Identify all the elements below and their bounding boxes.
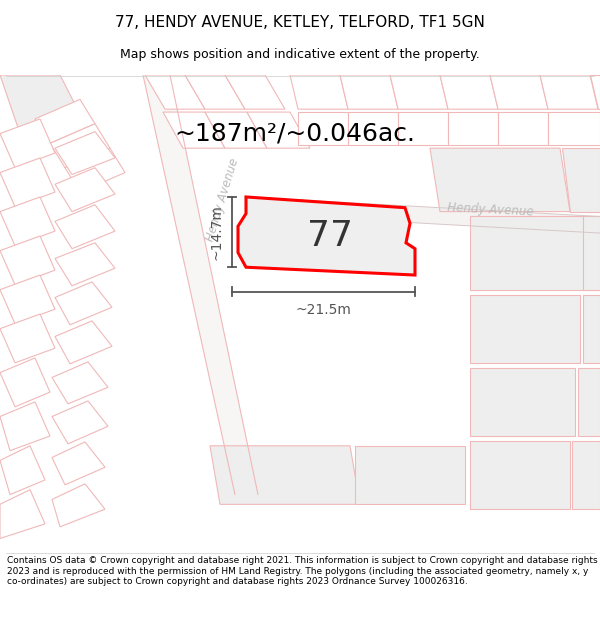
Polygon shape	[52, 362, 108, 404]
Polygon shape	[55, 282, 112, 325]
Polygon shape	[498, 112, 548, 145]
Polygon shape	[55, 168, 115, 212]
Polygon shape	[0, 358, 50, 407]
Polygon shape	[163, 112, 225, 148]
Polygon shape	[390, 75, 448, 109]
Polygon shape	[0, 490, 45, 539]
Polygon shape	[55, 321, 112, 364]
Polygon shape	[540, 75, 598, 109]
Polygon shape	[245, 197, 600, 233]
Polygon shape	[490, 75, 548, 109]
Polygon shape	[440, 75, 498, 109]
Polygon shape	[583, 294, 600, 363]
Text: Hendy Avenue: Hendy Avenue	[203, 157, 241, 243]
Polygon shape	[0, 75, 80, 134]
Polygon shape	[55, 132, 115, 174]
Polygon shape	[470, 368, 575, 436]
Polygon shape	[225, 75, 285, 109]
Polygon shape	[290, 75, 348, 109]
Text: Contains OS data © Crown copyright and database right 2021. This information is : Contains OS data © Crown copyright and d…	[7, 556, 598, 586]
Polygon shape	[0, 402, 50, 451]
Polygon shape	[572, 441, 600, 509]
Text: Map shows position and indicative extent of the property.: Map shows position and indicative extent…	[120, 48, 480, 61]
Polygon shape	[258, 207, 370, 262]
Polygon shape	[65, 148, 125, 192]
Polygon shape	[578, 368, 600, 436]
Text: ~21.5m: ~21.5m	[296, 303, 352, 318]
Polygon shape	[55, 205, 115, 249]
Polygon shape	[50, 124, 110, 168]
Text: 77, HENDY AVENUE, KETLEY, TELFORD, TF1 5GN: 77, HENDY AVENUE, KETLEY, TELFORD, TF1 5…	[115, 16, 485, 31]
Polygon shape	[430, 148, 570, 212]
Polygon shape	[143, 75, 258, 494]
Polygon shape	[52, 442, 105, 485]
Polygon shape	[0, 119, 55, 168]
Polygon shape	[52, 401, 108, 444]
Polygon shape	[470, 441, 570, 509]
Text: ~14.7m: ~14.7m	[210, 204, 224, 260]
Polygon shape	[210, 446, 360, 504]
Polygon shape	[185, 75, 245, 109]
Polygon shape	[0, 236, 55, 285]
Polygon shape	[35, 99, 95, 143]
Polygon shape	[0, 197, 55, 246]
Polygon shape	[398, 112, 448, 145]
Polygon shape	[340, 75, 398, 109]
Polygon shape	[55, 243, 115, 286]
Polygon shape	[355, 446, 465, 504]
Polygon shape	[448, 112, 498, 145]
Polygon shape	[0, 275, 55, 324]
Polygon shape	[548, 112, 600, 145]
Polygon shape	[298, 112, 348, 145]
Polygon shape	[562, 148, 600, 212]
Polygon shape	[470, 294, 580, 363]
Polygon shape	[0, 314, 55, 363]
Polygon shape	[583, 216, 600, 289]
Text: 77: 77	[307, 219, 353, 253]
Polygon shape	[145, 75, 205, 109]
Polygon shape	[247, 112, 310, 148]
Polygon shape	[238, 197, 415, 275]
Polygon shape	[0, 446, 45, 494]
Text: ~187m²/~0.046ac.: ~187m²/~0.046ac.	[175, 121, 415, 146]
Text: Hendy Avenue: Hendy Avenue	[446, 201, 533, 218]
Polygon shape	[348, 112, 398, 145]
Polygon shape	[0, 158, 55, 207]
Polygon shape	[470, 216, 600, 289]
Polygon shape	[590, 75, 600, 109]
Polygon shape	[52, 484, 105, 527]
Polygon shape	[205, 112, 267, 148]
